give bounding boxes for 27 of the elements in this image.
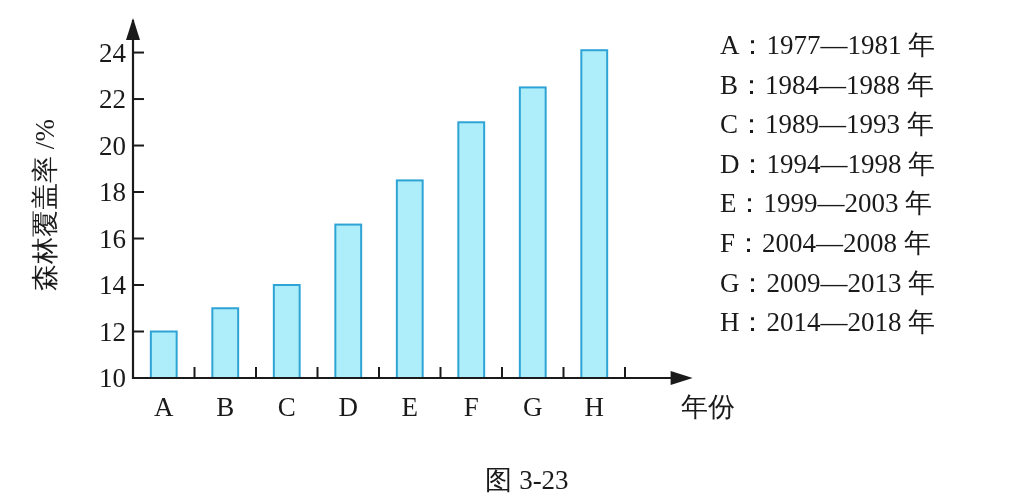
key-line: H：2014—2018 年 (720, 307, 936, 338)
y-tick-label: 14 (99, 270, 127, 301)
x-tick-label: G (523, 392, 543, 422)
key-line: C：1989—1993 年 (720, 109, 934, 140)
ylabel: 森林覆盖率 /% (30, 119, 60, 291)
x-tick-label: D (338, 392, 358, 422)
xlabel: 年份 (680, 392, 735, 422)
key-line: G：2009—2013 年 (720, 267, 936, 298)
x-tick-label: E (401, 392, 418, 422)
y-tick-label: 16 (99, 223, 126, 254)
y-tick-label: 18 (99, 177, 126, 208)
key-line: B：1984—1988 年 (720, 69, 934, 100)
x-tick-label: H (584, 392, 604, 422)
key-line: D：1994—1998 年 (720, 148, 936, 179)
y-tick-label: 20 (99, 130, 126, 161)
y-tick-label: 10 (99, 363, 126, 393)
x-tick-label: C (277, 392, 296, 422)
caption: 图 3-23 (485, 465, 569, 495)
y-tick-label: 24 (99, 37, 127, 68)
x-tick-label: F (463, 392, 479, 422)
key-line: F：2004—2008 年 (720, 228, 931, 258)
key-line: A：1977—1981 年 (720, 30, 936, 60)
x-tick-label: B (216, 392, 235, 422)
key-line: E：1999—2003 年 (720, 188, 933, 219)
y-tick-label: 12 (99, 316, 126, 347)
x-tick-label: A (154, 392, 174, 422)
y-tick-label: 22 (99, 84, 126, 115)
